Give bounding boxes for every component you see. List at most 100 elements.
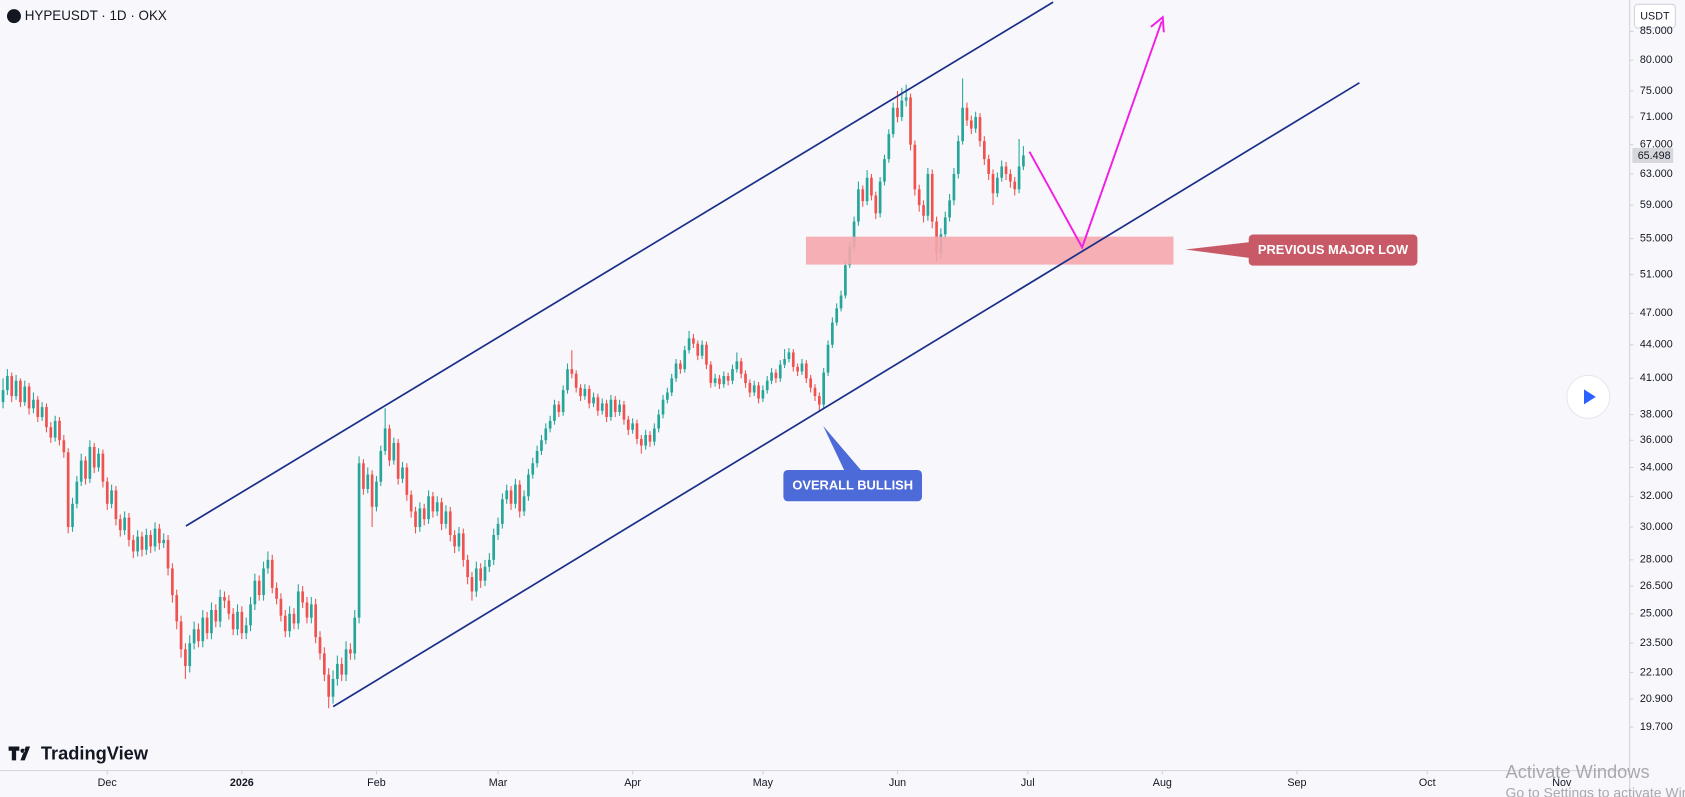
candle-body [114, 490, 118, 520]
candle-body [501, 499, 504, 524]
currency-label[interactable]: USDT [1640, 11, 1670, 23]
candle-body [865, 177, 869, 202]
candle-body [283, 615, 287, 632]
candle-body [644, 434, 648, 446]
candle-body [670, 378, 674, 393]
candle-body [10, 376, 14, 397]
candle-body [909, 97, 912, 145]
candle-body [731, 369, 734, 381]
candle-body [405, 467, 409, 495]
candle-body [687, 338, 691, 351]
candle-body [88, 446, 92, 479]
candle-body [844, 265, 847, 296]
y-tick-label: 34.000 [1640, 461, 1673, 473]
candle-body [84, 460, 87, 479]
candle-body [713, 378, 717, 384]
callout-box [783, 470, 923, 502]
candle-body [192, 629, 196, 644]
x-tick-label: Apr [624, 777, 641, 789]
candle-body [518, 484, 522, 512]
candle-body [774, 372, 778, 379]
x-tick-label: Oct [1419, 777, 1436, 789]
candle-body [470, 577, 474, 592]
candle-body [496, 523, 500, 536]
candle-body [166, 539, 170, 569]
candle-body [309, 604, 313, 618]
candle-body [787, 352, 791, 360]
x-tick-label: Dec [98, 777, 118, 789]
candle-body [544, 428, 548, 441]
candle-body [735, 361, 739, 370]
symbol-title[interactable]: HYPEUSDT · 1D · OKX [25, 8, 167, 23]
candle-body [666, 392, 669, 400]
candle-body [679, 363, 682, 370]
candle-body [23, 386, 27, 403]
candle-body [218, 596, 222, 622]
candle-body [396, 442, 400, 479]
candle-body [197, 629, 200, 642]
candle-body [618, 404, 621, 413]
candle-body [531, 463, 535, 475]
candle-body [466, 559, 469, 578]
candle-body [153, 528, 157, 547]
candle-body [956, 141, 960, 174]
candle-body [878, 181, 882, 214]
candle-body [131, 539, 135, 552]
candle-body [761, 390, 765, 399]
candle-body [900, 100, 904, 118]
candle-body [49, 427, 53, 438]
candle-body [383, 428, 387, 451]
watermark-subtitle: Go to Settings to activate Windows. [1506, 784, 1685, 797]
candle-body [822, 372, 826, 405]
brand-name: TradingView [41, 742, 149, 763]
scroll-button-icon[interactable] [1583, 389, 1596, 405]
candle-body [249, 604, 252, 626]
callout-label: PREVIOUS MAJOR LOW [1258, 242, 1409, 257]
candle-body [275, 587, 278, 599]
y-tick-label: 80.000 [1640, 54, 1673, 66]
candle-body [969, 120, 973, 129]
candle-body [353, 617, 357, 654]
candle-body [231, 613, 235, 630]
y-tick-label: 20.900 [1640, 693, 1673, 705]
candle-body [570, 369, 574, 374]
candle-body [257, 580, 261, 596]
y-tick-label: 63.000 [1640, 168, 1673, 180]
candle-body [162, 539, 166, 544]
candle-body [201, 617, 205, 642]
candle-body [136, 536, 139, 552]
candle-body [375, 481, 378, 507]
candle-body [783, 359, 786, 365]
candle-body [592, 397, 595, 404]
candle-body [75, 481, 79, 504]
candle-body [739, 361, 743, 374]
callout-label: OVERALL BULLISH [792, 478, 913, 493]
candle-body [453, 535, 456, 547]
y-tick-label: 67.000 [1640, 138, 1673, 150]
candle-body [874, 195, 878, 214]
currency-button[interactable] [1633, 3, 1676, 29]
candle-body [813, 387, 817, 397]
candle-body [379, 450, 383, 482]
candle-body [362, 463, 365, 489]
candle-body [913, 144, 917, 190]
watermark-title: Activate Windows [1506, 761, 1650, 782]
candle-body [292, 613, 296, 624]
candle-body [53, 420, 57, 438]
candle-body [58, 420, 61, 441]
candle-body [622, 404, 626, 420]
candle-body [839, 295, 843, 309]
scroll-button[interactable] [1566, 374, 1611, 419]
candle-body [144, 535, 148, 550]
price-scale: 85.000 80.000 75.000 71.000 67.000 63.000 59.0… [98, 25, 1674, 789]
y-tick-label: 32.000 [1640, 490, 1673, 502]
candle-body [870, 177, 873, 196]
candle-body [635, 423, 639, 439]
candle-body [1000, 166, 1004, 178]
candle-body [596, 397, 600, 411]
candle-body [613, 399, 617, 413]
candle-body [340, 663, 344, 675]
candle-body [557, 404, 561, 413]
